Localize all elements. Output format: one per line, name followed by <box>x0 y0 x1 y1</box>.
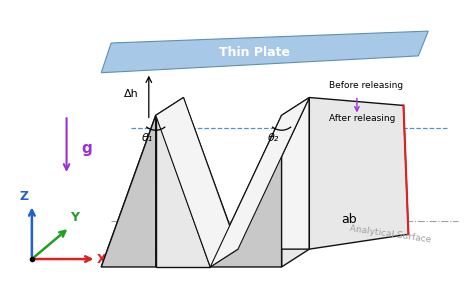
Polygon shape <box>129 98 183 249</box>
Polygon shape <box>156 98 238 267</box>
Text: θ₁: θ₁ <box>142 133 154 143</box>
Text: After releasing: After releasing <box>329 114 395 123</box>
Text: Z: Z <box>19 190 28 203</box>
Text: Before releasing: Before releasing <box>329 81 403 90</box>
Text: Δh: Δh <box>124 88 138 99</box>
Text: θ₂: θ₂ <box>268 133 279 143</box>
Polygon shape <box>101 115 156 267</box>
Polygon shape <box>183 98 238 249</box>
Polygon shape <box>282 98 310 267</box>
Polygon shape <box>310 98 409 249</box>
Polygon shape <box>210 98 310 267</box>
Polygon shape <box>101 98 183 267</box>
Polygon shape <box>156 115 210 267</box>
Polygon shape <box>101 31 428 73</box>
Text: g: g <box>82 141 92 156</box>
Polygon shape <box>210 115 282 267</box>
Text: ab: ab <box>341 213 357 226</box>
Text: X: X <box>96 253 106 266</box>
Text: Y: Y <box>70 212 79 224</box>
Polygon shape <box>238 98 310 249</box>
Text: Thin Plate: Thin Plate <box>219 46 291 60</box>
Text: Analytical Surface: Analytical Surface <box>349 224 432 244</box>
